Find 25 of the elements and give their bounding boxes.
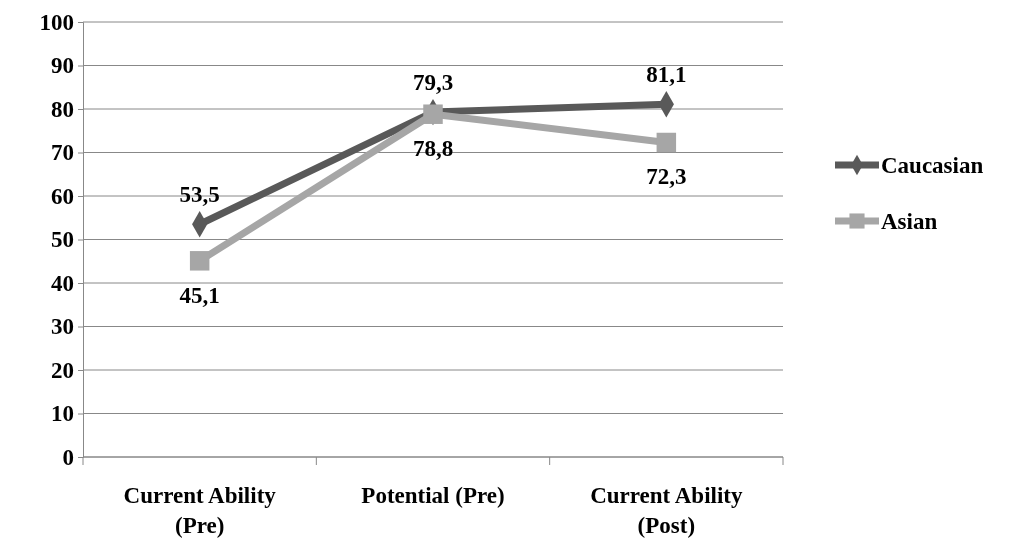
y-tick-label: 50 xyxy=(51,227,74,253)
data-label: 79,3 xyxy=(412,70,454,96)
y-tick-label: 40 xyxy=(51,270,74,296)
x-tick-label: Current Ability (Pre) xyxy=(123,483,277,538)
y-tick-label: 30 xyxy=(51,314,74,340)
y-tick-label: 90 xyxy=(51,53,74,79)
data-label: 53,5 xyxy=(179,182,220,208)
x-tick-label: Current Ability (Post) xyxy=(590,483,743,538)
point xyxy=(189,251,210,271)
y-tick-label: 100 xyxy=(39,9,74,35)
data-label: 81,1 xyxy=(646,62,687,88)
y-tick-label: 60 xyxy=(51,183,74,209)
point xyxy=(656,132,677,153)
legend-label: Caucasian xyxy=(881,153,984,178)
point xyxy=(423,104,443,124)
legend-label: Asian xyxy=(881,209,938,234)
y-tick-label: 0 xyxy=(62,444,74,470)
y-tick-label: 20 xyxy=(51,357,74,383)
y-tick-label: 80 xyxy=(51,96,74,122)
y-tick-label: 70 xyxy=(51,140,74,166)
data-label: 72,3 xyxy=(646,164,687,190)
y-tick-label: 10 xyxy=(51,401,74,427)
data-label: 78,8 xyxy=(412,136,454,162)
x-tick-label: Potential (Pre) xyxy=(361,483,505,508)
data-label: 45,1 xyxy=(179,282,220,308)
